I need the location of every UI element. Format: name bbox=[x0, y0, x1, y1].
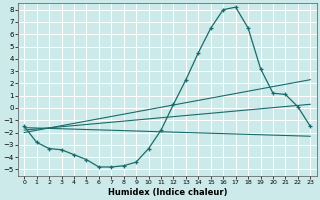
X-axis label: Humidex (Indice chaleur): Humidex (Indice chaleur) bbox=[108, 188, 227, 197]
